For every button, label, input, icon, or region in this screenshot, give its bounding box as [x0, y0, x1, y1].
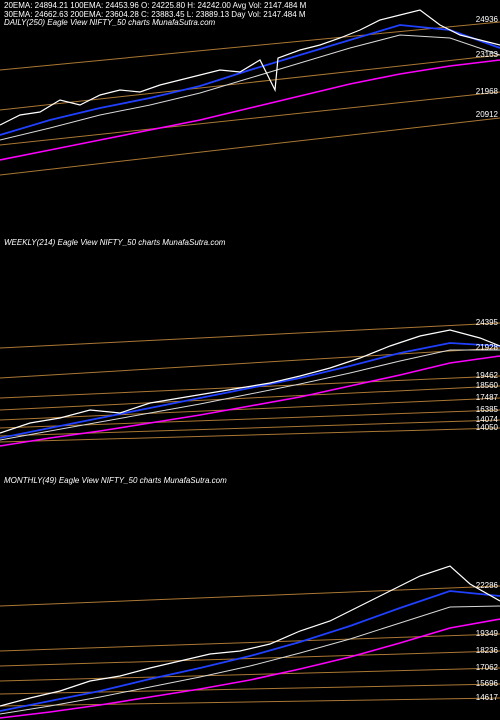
chart-weekly: [0, 238, 500, 448]
price-line: [0, 330, 500, 433]
y-axis-label: 22286: [476, 581, 498, 590]
y-axis-label: 16385: [476, 405, 498, 414]
y-axis-label: 14617: [476, 693, 498, 702]
y-axis-label: 14050: [476, 423, 498, 432]
ema-line-magenta: [0, 619, 500, 718]
y-axis-label: 19349: [476, 629, 498, 638]
support-line: [0, 651, 500, 666]
support-line: [0, 668, 500, 681]
panel-monthly: MONTHLY(49) Eagle View NIFTY_50 charts M…: [0, 476, 500, 720]
y-axis-label: 19462: [476, 371, 498, 380]
y-axis-label: 24395: [476, 318, 498, 327]
ema-line-blue: [0, 343, 500, 438]
ema-line-white2: [0, 606, 500, 714]
y-axis-label: 23163: [476, 50, 498, 59]
y-axis-label: 21928: [476, 343, 498, 352]
support-line: [0, 118, 500, 175]
panel-daily: DAILY(250) Eagle View NIFTY_50 charts Mu…: [0, 0, 500, 210]
support-line: [0, 376, 500, 398]
support-line: [0, 586, 500, 606]
y-axis-label: 18236: [476, 646, 498, 655]
y-axis-label: 21968: [476, 87, 498, 96]
chart-monthly: [0, 476, 500, 720]
ema-header-line1: 20EMA: 24894.21 100EMA: 24453.96 O: 2422…: [4, 1, 306, 10]
y-axis-label: 18560: [476, 381, 498, 390]
ema-line-white2: [0, 35, 500, 140]
panel-title-daily: DAILY(250) Eagle View NIFTY_50 charts Mu…: [4, 18, 215, 27]
y-axis-label: 15696: [476, 679, 498, 688]
panel-weekly: WEEKLY(214) Eagle View NIFTY_50 charts M…: [0, 238, 500, 448]
y-axis-label: 17487: [476, 393, 498, 402]
panel-title-monthly: MONTHLY(49) Eagle View NIFTY_50 charts M…: [4, 476, 227, 485]
support-line: [0, 410, 500, 428]
support-line: [0, 348, 500, 378]
y-axis-label: 24936: [476, 15, 498, 24]
support-line: [0, 398, 500, 420]
panel-title-weekly: WEEKLY(214) Eagle View NIFTY_50 charts M…: [4, 238, 225, 247]
y-axis-label: 17062: [476, 663, 498, 672]
ema-line-magenta: [0, 60, 500, 160]
chart-daily: [0, 0, 500, 210]
support-line: [0, 92, 500, 145]
y-axis-label: 20912: [476, 110, 498, 119]
